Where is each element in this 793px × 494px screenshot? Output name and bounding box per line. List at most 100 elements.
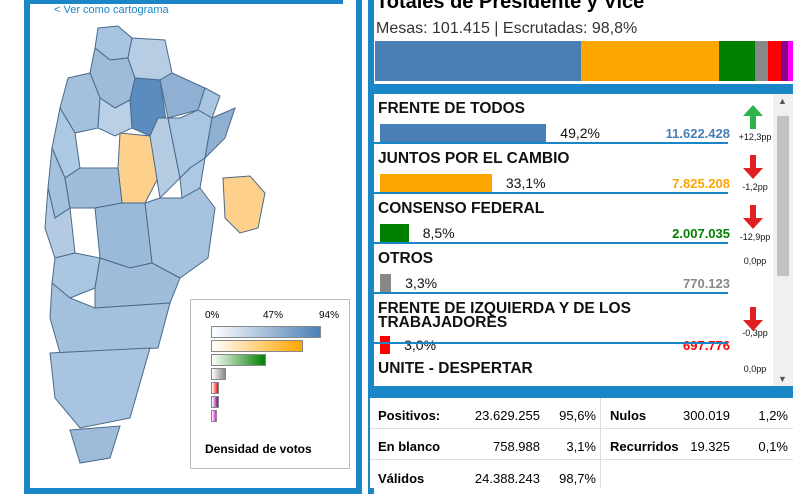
vote-stats-table: Positivos: 23.629.255 95,6% Nulos 300.01… [370,398,793,488]
party-diff: -12,9pp [739,232,771,242]
province-la-pampa[interactable] [94,202,153,269]
stats-row-3: Válidos 24.388.243 98,7% [370,460,793,490]
view-cartogram-link[interactable]: < Ver como cartograma [54,4,169,16]
row-separator [370,292,728,294]
density-legend: 0% 47% 94% Densidad de votos [190,299,350,469]
party-diff: 0,0pp [743,256,767,266]
section-divider-2 [368,386,793,398]
recurridos-label: Recurridos [610,439,679,454]
party-percentage: 33,1% [505,175,546,191]
party-bar [380,124,547,142]
province-tucuman[interactable] [97,97,133,137]
party-percentage: 8,5% [422,225,455,241]
recurridos-value: 19.325 [690,439,730,454]
results-scrollbar[interactable]: ▲ ▼ [773,94,793,386]
positivos-value: 23.629.255 [474,408,540,423]
party-row[interactable]: FRENTE DE TODOS 49,2% 11.622.428 +12,3pp [370,94,793,144]
province-santa-fe[interactable] [149,117,181,200]
nulos-pct: 1,2% [758,408,788,423]
scroll-thumb[interactable] [777,116,789,276]
legend-bar-frente-de-todos [211,326,321,338]
stats-row-2: En blanco 758.988 3,1% Recurridos 19.325… [370,429,793,460]
party-name: UNITE - DESPERTAR [378,360,533,377]
province-chubut[interactable] [49,281,171,354]
validos-label: Válidos [378,471,425,486]
party-row[interactable]: JUNTOS POR EL CAMBIO 33,1% 7.825.208 -1,2pp [370,144,793,194]
party-bar [380,224,409,242]
stack-segment [718,41,755,81]
party-bar [380,174,492,192]
party-diff: 0,0pp [743,364,767,374]
legend-bar-unite [211,396,219,408]
argentina-map [44,25,266,464]
recurridos-pct: 0,1% [758,439,788,454]
legend-tick-47: 47% [263,310,284,321]
validos-value: 24.388.243 [474,471,540,486]
stats-column-divider [600,398,601,488]
stack-segment [375,41,581,81]
party-row[interactable]: CONSENSO FEDERAL 8,5% 2.007.035 -12,9pp [370,194,793,244]
province-misiones[interactable] [204,107,236,160]
party-votes: 697.776 [683,338,730,353]
stack-segment [780,41,788,81]
party-percentage: 49,2% [560,125,600,141]
party-diff: -0,3pp [742,328,768,338]
en-blanco-label: En blanco [378,439,441,454]
legend-bar-otros [211,368,226,380]
party-votes: 11.622.428 [665,126,730,141]
nulos-label: Nulos [610,408,647,423]
province-tierra-del-fuego[interactable] [69,425,121,464]
positivos-pct: 95,6% [559,408,596,423]
en-blanco-value: 758.988 [493,439,540,454]
party-name: OTROS [378,250,434,267]
stack-segment [754,41,769,81]
scroll-down-arrow-icon[interactable]: ▼ [778,374,787,384]
stack-segment [580,41,719,81]
party-votes: 770.123 [683,276,730,291]
row-separator [370,142,728,144]
party-row[interactable]: UNITE - DESPERTAR 0,0pp [370,354,793,386]
party-bar [380,274,392,292]
totals-stacked-bar [375,41,793,81]
row-separator [370,242,728,244]
legend-tick-0: 0% [205,310,220,321]
trend-down-arrow-icon [743,155,763,179]
trend-down-arrow-icon [743,307,763,331]
province-salta-east[interactable] [127,37,173,81]
province-rio-negro[interactable] [94,257,181,309]
party-percentage: 3,3% [405,275,438,291]
nulos-value: 300.019 [683,408,730,423]
en-blanco-pct: 3,1% [566,439,596,454]
totals-title: Totales de Presidente y Vice [376,0,645,13]
party-votes: 2.007.035 [672,226,730,241]
party-row[interactable]: OTROS 3,3% 770.123 0,0pp [370,244,793,294]
stack-segment [768,41,781,81]
section-divider [368,84,793,94]
scroll-up-arrow-icon[interactable]: ▲ [778,96,787,106]
map-panel-top-border [30,0,343,4]
party-bar [380,336,391,354]
row-separator [370,192,728,194]
province-chaco[interactable] [159,72,206,119]
party-name: FRENTE DE IZQUIERDA Y DE LOS TRABAJADORE… [378,300,631,331]
validos-pct: 98,7% [559,471,596,486]
results-panel [368,0,793,494]
trend-down-arrow-icon [743,205,763,229]
legend-bar-other [211,410,217,422]
stack-segment [787,41,793,81]
party-diff: +12,3pp [738,132,772,142]
province-entre-rios[interactable] [179,156,206,199]
trend-up-arrow-icon [743,105,763,129]
party-row[interactable]: FRENTE DE IZQUIERDA Y DE LOS TRABAJADORE… [370,294,793,354]
party-results-list[interactable]: FRENTE DE TODOS 49,2% 11.622.428 +12,3pp JUN… [370,94,793,386]
legend-tick-94: 94% [319,310,340,321]
province-caba[interactable] [222,175,266,234]
province-san-luis[interactable] [64,167,123,209]
party-percentage: 3,0% [404,337,437,353]
legend-bar-juntos-por-el-cambio [211,340,303,352]
row-separator [370,342,728,344]
party-name: CONSENSO FEDERAL [378,200,545,217]
party-name: JUNTOS POR EL CAMBIO [378,150,570,167]
totals-subtitle: Mesas: 101.415 | Escrutadas: 98,8% [376,20,638,37]
province-santa-cruz[interactable] [49,347,151,429]
